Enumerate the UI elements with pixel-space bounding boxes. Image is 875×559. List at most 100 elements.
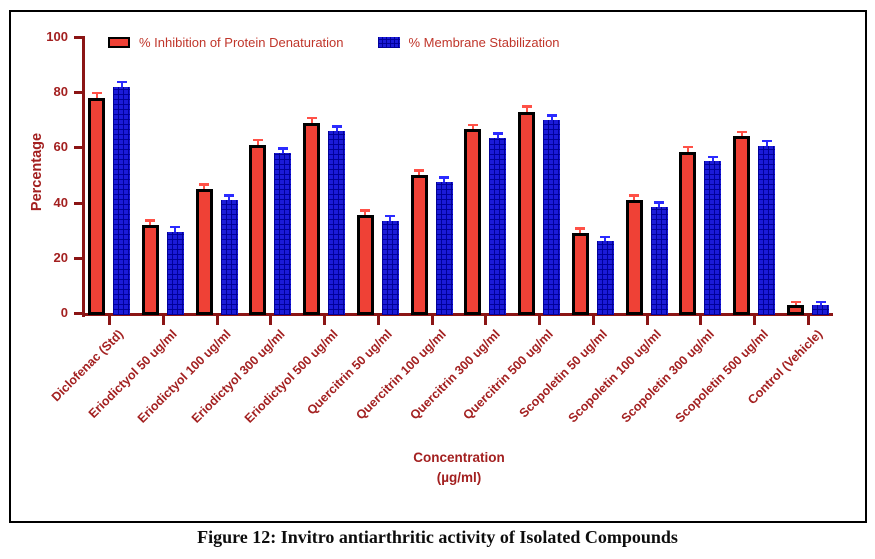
error-bar-stem-blue [335,127,338,131]
error-bar-stem-blue [443,178,446,182]
error-bar-cap-red [575,227,586,230]
error-bar-stem-blue [550,116,553,120]
x-tick-mark [108,316,111,325]
error-bar-cap-blue [170,225,181,229]
error-bar-stem-red [633,196,636,200]
error-bar-stem-blue [281,149,284,153]
x-axis-title-line2: (µg/ml) [436,469,482,485]
error-bar-cap-blue [277,147,288,150]
x-category-label: Eriodictyol 50 ug/ml [85,327,180,421]
error-bar-stem-red [471,125,474,130]
x-category-label: Eriodictyol 500 ug/ml [242,327,341,426]
error-bar-stem-red [310,118,313,123]
x-tick-mark [484,316,488,325]
error-bar-cap-red [414,169,425,172]
x-tick-mark [376,316,380,325]
error-bar-cap-red [736,130,747,134]
error-bar-stem-red [256,140,259,145]
error-bar-cap-red [467,123,478,127]
error-bar-stem-red [418,171,421,175]
bar-membrane-stabilization [381,220,399,315]
x-tick-mark [645,316,649,325]
bar-protein-denaturation [303,122,321,315]
bar-membrane-stabilization [704,161,722,315]
bar-protein-denaturation [625,199,643,315]
bar-membrane-stabilization [435,181,453,315]
error-bar-cap-blue [116,80,127,84]
error-bar-stem-blue [389,216,392,221]
x-category-label: Scopoletin 300 ug/ml [619,327,718,426]
error-bar-cap-blue [224,194,235,197]
error-bar-cap-red [199,183,210,186]
legend: % Inhibition of Protein Denaturation % M… [108,35,560,50]
error-bar-cap-red [306,116,317,120]
bar-membrane-stabilization [489,137,507,315]
error-bar-cap-red [629,194,640,197]
error-bar-stem-red [95,93,98,98]
error-bar-stem-red [525,107,528,112]
error-bar-stem-blue [120,82,123,87]
error-bar-cap-blue [654,201,665,204]
error-bar-cap-red [790,300,801,303]
x-axis-line [82,313,833,316]
x-category-label: Quercitrin 300 ug/ml [406,327,503,423]
bar-membrane-stabilization [758,146,776,315]
x-tick-mark [161,316,165,325]
error-bar-stem-red [794,302,797,305]
bar-protein-denaturation [733,136,751,315]
error-bar-cap-blue [385,214,396,218]
bar-membrane-stabilization [220,199,238,315]
error-bar-cap-red [360,209,371,212]
x-tick-mark [591,316,595,325]
y-axis-line [82,36,85,317]
bar-protein-denaturation [195,188,213,315]
bar-protein-denaturation [518,111,536,315]
y-tick-mark [74,312,82,315]
y-tick-mark [74,256,82,260]
error-bar-stem-red [686,147,689,152]
error-bar-stem-red [364,211,367,215]
bar-membrane-stabilization [274,152,292,315]
x-axis-title: Concentration (µg/ml) [359,448,559,487]
y-tick-label: 80 [53,84,68,100]
chart-figure-box: % Inhibition of Protein Denaturation % M… [9,10,867,523]
error-bar-cap-blue [815,300,826,303]
bar-membrane-stabilization [328,130,346,315]
error-bar-stem-blue [604,237,607,242]
error-bar-cap-blue [439,176,450,179]
legend-item-protein-denaturation: % Inhibition of Protein Denaturation [108,35,344,50]
figure-caption: Figure 12: Invitro antiarthritic activit… [197,527,678,547]
error-bar-stem-blue [819,302,822,305]
x-tick-mark [807,316,810,325]
x-category-label: Eriodictyol 100 ug/ml [134,327,234,426]
y-tick-mark [74,91,82,95]
x-tick-mark [323,316,327,325]
error-bar-stem-red [740,132,743,137]
error-bar-stem-red [149,221,152,225]
y-tick-label: 40 [53,194,68,210]
x-tick-mark [269,316,273,325]
bar-membrane-stabilization [596,241,614,315]
x-tick-mark [215,316,219,325]
bar-protein-denaturation [571,232,589,315]
bar-protein-denaturation [356,215,374,315]
bar-protein-denaturation [787,304,804,315]
bar-membrane-stabilization [812,304,829,315]
bar-protein-denaturation [141,224,159,315]
x-category-label: Quercitrin 100 ug/ml [353,327,449,423]
y-tick-label: 20 [53,249,68,265]
x-tick-mark [753,316,757,325]
y-tick-mark [74,201,82,205]
y-axis-title: Percentage [29,132,45,212]
legend-item-membrane-stabilization: % Membrane Stabilization [377,35,560,50]
x-axis-title-line1: Concentration [413,450,505,465]
x-category-label: Eriodictyol 300 ug/ml [188,327,288,426]
x-tick-mark [538,316,542,325]
y-tick-label: 60 [53,139,68,155]
x-category-label: Quercitrin 500 ug/ml [460,327,557,423]
y-tick-label: 0 [60,305,68,320]
legend-label-protein-denaturation: % Inhibition of Protein Denaturation [139,35,344,50]
y-tick-mark [74,146,82,150]
error-bar-cap-blue [331,125,342,128]
error-bar-cap-red [91,91,102,95]
